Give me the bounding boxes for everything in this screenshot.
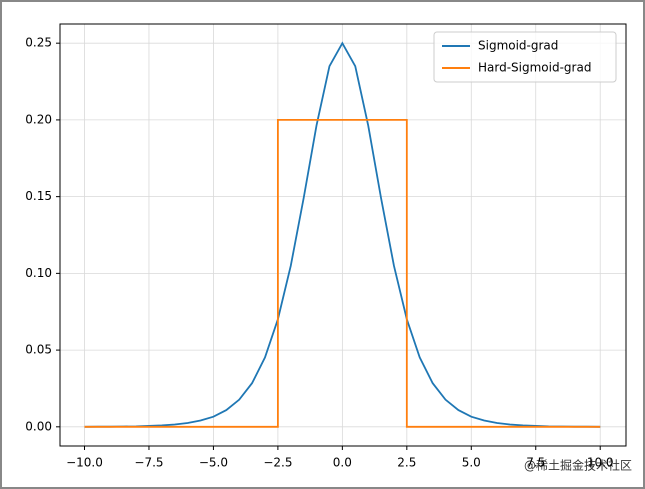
x-tick-label: 5.0 xyxy=(462,456,481,470)
legend-box xyxy=(433,31,617,83)
line xyxy=(84,41,601,428)
x-tick-label: −10.0 xyxy=(66,456,103,470)
legend-label: Hard-Sigmoid-grad xyxy=(478,61,591,75)
legend-label: Sigmoid-grad xyxy=(478,39,558,53)
x-tick-label: −2.5 xyxy=(263,456,292,470)
x-tick-label: −5.0 xyxy=(199,456,228,470)
y-tick-label: 0.10 xyxy=(25,266,52,280)
y-tick-label: 0.20 xyxy=(25,112,52,126)
watermark: @稀土掘金技术社区 xyxy=(524,458,632,473)
line xyxy=(84,119,601,428)
y-tick-label: 0.15 xyxy=(25,189,52,203)
y-tick-label: 0.05 xyxy=(25,343,52,357)
x-tick-label: 2.5 xyxy=(397,456,416,470)
x-tick-label: 0.0 xyxy=(333,456,352,470)
y-tick-label: 0.00 xyxy=(25,419,52,433)
x-tick-label: 10.0 xyxy=(587,456,614,470)
y-tick-label: 0.25 xyxy=(25,36,52,50)
x-tick-label: −7.5 xyxy=(134,456,163,470)
plot-border xyxy=(59,23,627,447)
x-tick-label: 7.5 xyxy=(526,456,545,470)
